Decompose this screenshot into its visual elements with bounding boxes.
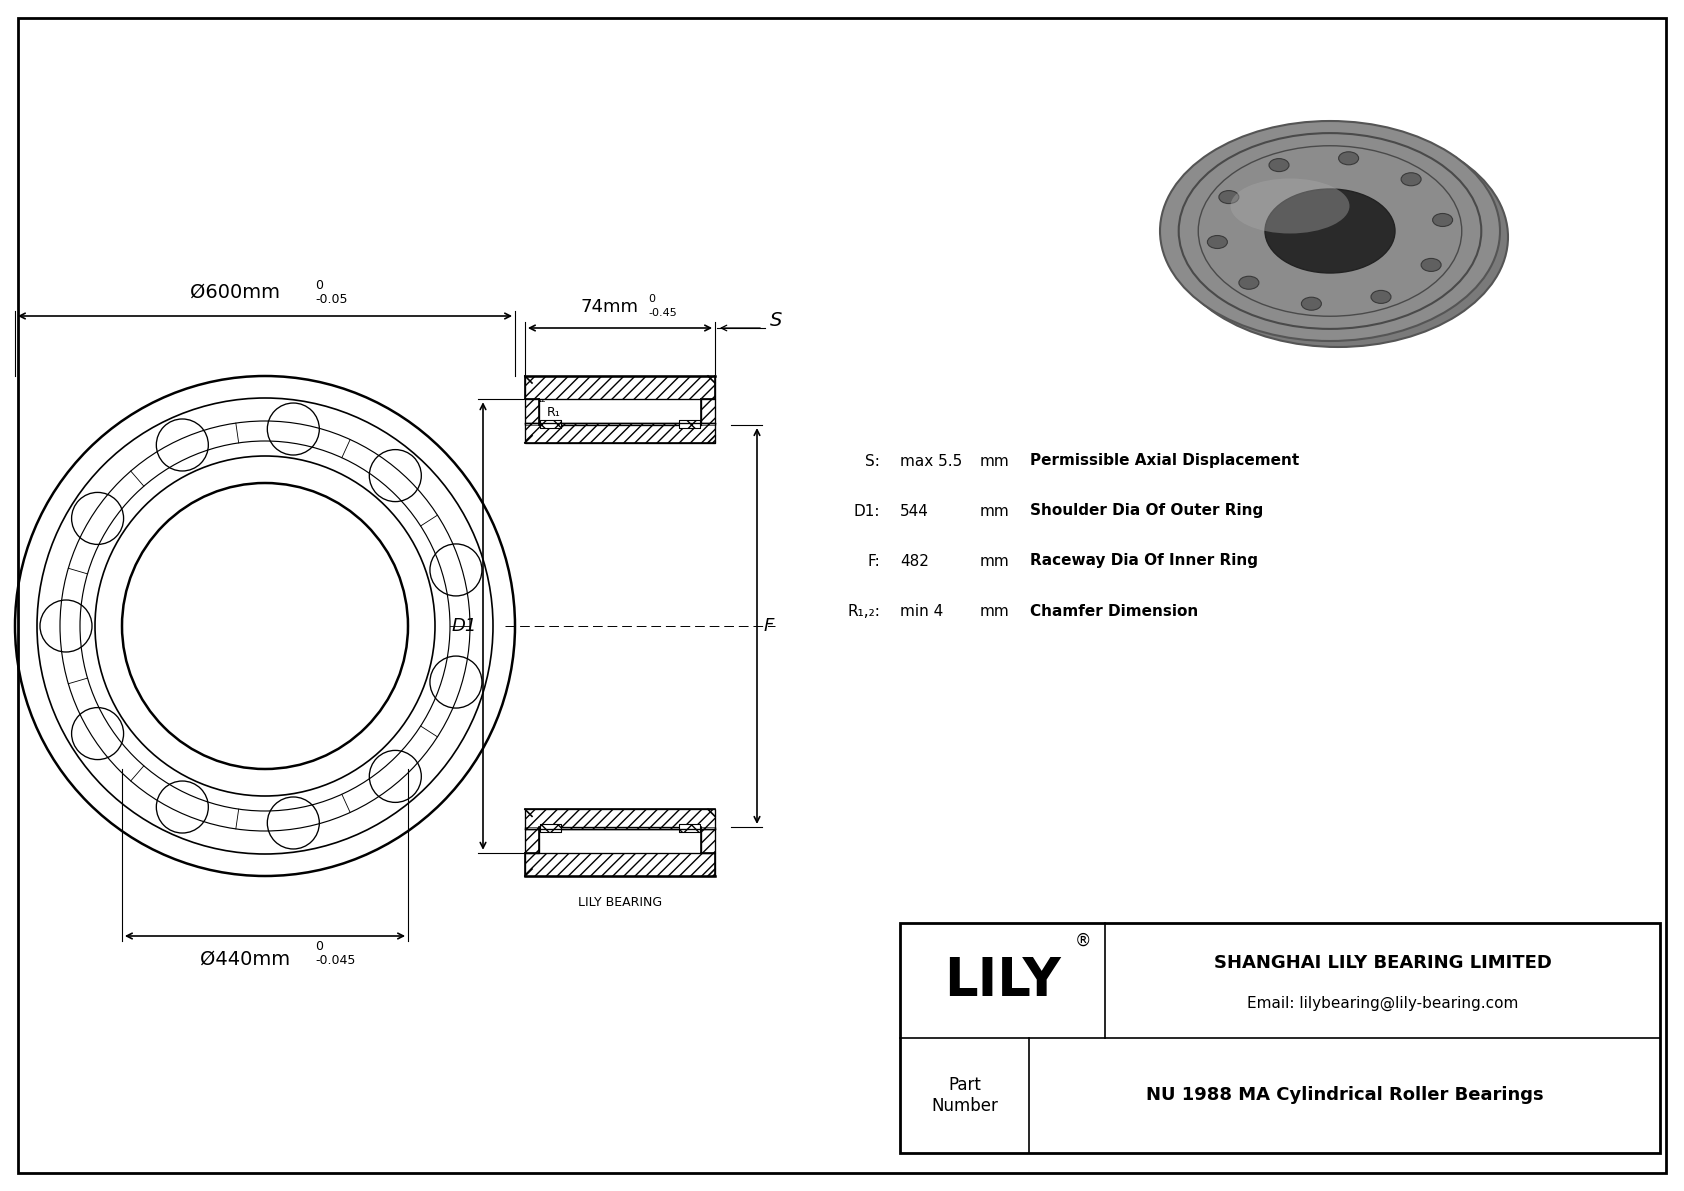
Text: 482: 482 bbox=[899, 554, 930, 568]
Text: mm: mm bbox=[980, 554, 1010, 568]
Text: mm: mm bbox=[980, 604, 1010, 618]
Bar bbox=[541, 824, 561, 833]
Bar bbox=[701, 399, 716, 425]
Bar bbox=[525, 827, 539, 853]
Ellipse shape bbox=[1339, 151, 1359, 164]
Text: min 4: min 4 bbox=[899, 604, 943, 618]
Text: Shoulder Dia Of Outer Ring: Shoulder Dia Of Outer Ring bbox=[1031, 504, 1263, 518]
Bar bbox=[525, 399, 539, 425]
Text: F: F bbox=[765, 617, 775, 635]
Bar bbox=[899, 923, 1660, 1153]
Bar bbox=[525, 423, 716, 443]
Text: Chamfer Dimension: Chamfer Dimension bbox=[1031, 604, 1199, 618]
Bar bbox=[525, 853, 716, 877]
Ellipse shape bbox=[1169, 127, 1507, 347]
Text: -0.045: -0.045 bbox=[315, 954, 355, 967]
Ellipse shape bbox=[1371, 291, 1391, 304]
Text: 544: 544 bbox=[899, 504, 930, 518]
Ellipse shape bbox=[1160, 121, 1500, 341]
Bar bbox=[541, 824, 561, 833]
Ellipse shape bbox=[1302, 298, 1322, 310]
Ellipse shape bbox=[1231, 179, 1349, 233]
Text: Ø600mm: Ø600mm bbox=[190, 283, 280, 303]
Bar bbox=[525, 376, 716, 399]
Text: max 5.5: max 5.5 bbox=[899, 454, 962, 468]
Text: 74mm: 74mm bbox=[581, 298, 638, 316]
Bar bbox=[701, 827, 716, 853]
Text: S:: S: bbox=[866, 454, 881, 468]
Text: SHANGHAI LILY BEARING LIMITED: SHANGHAI LILY BEARING LIMITED bbox=[1214, 954, 1551, 972]
Ellipse shape bbox=[1401, 173, 1421, 186]
Text: 0: 0 bbox=[315, 940, 323, 953]
Text: Raceway Dia Of Inner Ring: Raceway Dia Of Inner Ring bbox=[1031, 554, 1258, 568]
Bar bbox=[525, 399, 539, 425]
Ellipse shape bbox=[1219, 191, 1239, 204]
Text: D1:: D1: bbox=[854, 504, 881, 518]
Text: R₁,₂:: R₁,₂: bbox=[847, 604, 881, 618]
Text: LILY BEARING: LILY BEARING bbox=[578, 896, 662, 909]
Text: Part
Number: Part Number bbox=[931, 1077, 999, 1115]
Text: Email: lilybearing@lily-bearing.com: Email: lilybearing@lily-bearing.com bbox=[1246, 996, 1519, 1011]
Text: mm: mm bbox=[980, 504, 1010, 518]
Text: F:: F: bbox=[867, 554, 881, 568]
Bar bbox=[679, 824, 701, 833]
Text: R₁: R₁ bbox=[547, 405, 561, 418]
Bar bbox=[541, 419, 561, 429]
Bar bbox=[679, 419, 701, 429]
Bar bbox=[525, 810, 716, 829]
Bar bbox=[679, 824, 701, 833]
Bar bbox=[525, 827, 539, 853]
Text: S: S bbox=[770, 311, 783, 330]
Text: 0: 0 bbox=[315, 279, 323, 292]
Ellipse shape bbox=[1433, 213, 1453, 226]
Bar bbox=[541, 419, 561, 429]
Ellipse shape bbox=[1421, 258, 1442, 272]
Text: LILY: LILY bbox=[945, 954, 1061, 1006]
Text: R₂: R₂ bbox=[534, 392, 547, 405]
Text: Permissible Axial Displacement: Permissible Axial Displacement bbox=[1031, 454, 1300, 468]
Bar bbox=[701, 399, 716, 425]
Text: -0.45: -0.45 bbox=[648, 308, 677, 318]
Text: -0.05: -0.05 bbox=[315, 293, 347, 306]
Bar bbox=[679, 419, 701, 429]
Text: 0: 0 bbox=[648, 294, 655, 304]
Bar bbox=[525, 376, 716, 399]
Text: Ø440mm: Ø440mm bbox=[200, 950, 290, 969]
Text: ®: ® bbox=[1074, 933, 1091, 950]
Ellipse shape bbox=[1207, 236, 1228, 249]
Text: D1: D1 bbox=[451, 617, 477, 635]
Bar bbox=[525, 810, 716, 829]
Bar bbox=[701, 827, 716, 853]
Ellipse shape bbox=[1270, 158, 1288, 172]
Bar bbox=[525, 853, 716, 877]
Text: NU 1988 MA Cylindrical Roller Bearings: NU 1988 MA Cylindrical Roller Bearings bbox=[1145, 1086, 1544, 1104]
Bar bbox=[525, 423, 716, 443]
Ellipse shape bbox=[1265, 189, 1394, 273]
Text: mm: mm bbox=[980, 454, 1010, 468]
Ellipse shape bbox=[1239, 276, 1260, 289]
